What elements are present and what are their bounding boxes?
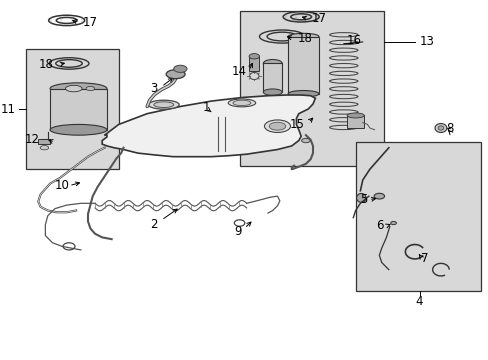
Ellipse shape	[287, 33, 318, 40]
Text: 15: 15	[289, 118, 304, 131]
Ellipse shape	[290, 135, 297, 138]
Bar	[263, 63, 282, 92]
Ellipse shape	[290, 100, 297, 102]
Bar	[248, 56, 259, 71]
Text: 2: 2	[150, 218, 158, 231]
Text: 18: 18	[39, 58, 54, 71]
Text: 9: 9	[234, 225, 242, 238]
Ellipse shape	[437, 126, 443, 130]
Ellipse shape	[173, 65, 186, 72]
Polygon shape	[102, 95, 315, 157]
Text: 11: 11	[1, 103, 16, 116]
Bar	[38, 139, 50, 144]
Text: 14: 14	[231, 65, 246, 78]
Ellipse shape	[65, 85, 82, 92]
Text: 5: 5	[360, 193, 367, 206]
Ellipse shape	[40, 145, 49, 150]
Ellipse shape	[154, 102, 173, 108]
Ellipse shape	[356, 193, 366, 202]
Text: 13: 13	[419, 35, 434, 49]
Text: 7: 7	[420, 252, 427, 265]
Ellipse shape	[228, 99, 255, 107]
Ellipse shape	[269, 122, 285, 130]
Ellipse shape	[434, 123, 446, 132]
Ellipse shape	[287, 90, 318, 97]
Bar	[287, 37, 318, 94]
Ellipse shape	[50, 125, 107, 135]
Ellipse shape	[232, 100, 250, 105]
Text: 10: 10	[54, 179, 69, 192]
Ellipse shape	[390, 221, 396, 225]
Ellipse shape	[346, 113, 364, 118]
Bar	[239, 12, 383, 166]
Ellipse shape	[263, 89, 282, 95]
Ellipse shape	[50, 83, 107, 94]
Ellipse shape	[373, 193, 384, 199]
Ellipse shape	[301, 138, 309, 143]
Text: 17: 17	[311, 12, 326, 25]
Text: 3: 3	[150, 82, 158, 95]
Text: 1: 1	[202, 101, 210, 114]
Ellipse shape	[263, 59, 282, 67]
Ellipse shape	[148, 100, 179, 109]
Text: 17: 17	[82, 16, 97, 29]
Ellipse shape	[248, 54, 259, 59]
Text: 12: 12	[24, 133, 39, 146]
Bar	[50, 89, 107, 130]
Bar	[355, 142, 480, 291]
Ellipse shape	[166, 70, 185, 79]
Bar	[346, 116, 364, 128]
Ellipse shape	[287, 99, 299, 103]
Bar	[26, 49, 119, 169]
Text: 16: 16	[346, 34, 361, 48]
Text: 6: 6	[376, 219, 383, 233]
Text: 8: 8	[445, 122, 452, 135]
Text: 4: 4	[415, 296, 423, 309]
Ellipse shape	[86, 86, 94, 91]
Ellipse shape	[264, 120, 290, 132]
Text: 18: 18	[297, 32, 312, 45]
